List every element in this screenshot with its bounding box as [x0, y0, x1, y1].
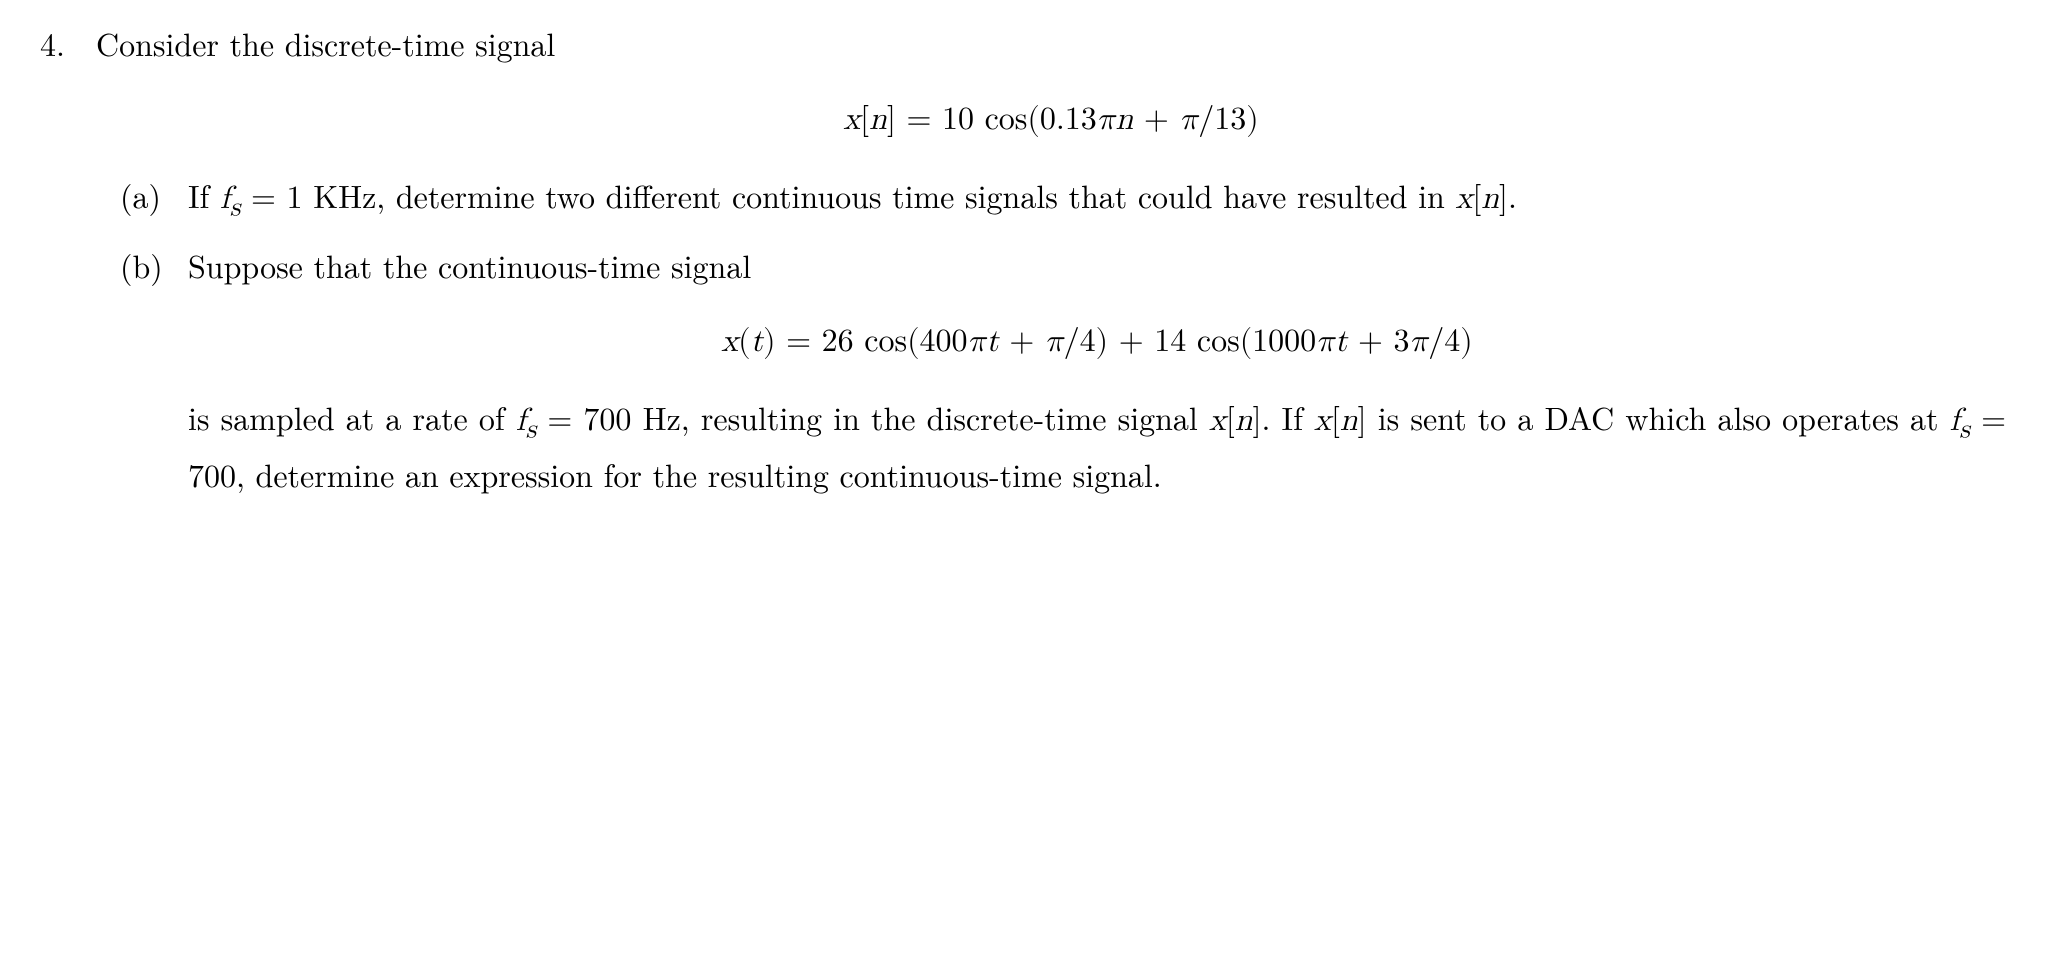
part-b: (b) Suppose that the continuous-time sig…: [120, 242, 2006, 498]
sub-parts: (a) If fs = 1 KHz, determine two differe…: [96, 172, 2006, 499]
part-b-intro: Suppose that the continuous-time signal: [188, 242, 2006, 290]
part-a: (a) If fs = 1 KHz, determine two differe…: [120, 172, 2006, 228]
part-b-text: is sampled at a rate of fs = 700 Hz, res…: [188, 394, 2006, 498]
problem-number: 4.: [40, 20, 80, 68]
problem-body: Consider the discrete-time signal x[n] =…: [96, 20, 2006, 513]
problem-equation-top: x[n] = 10 cos(0.13πn + π/13): [96, 96, 2006, 144]
part-b-label: (b): [120, 242, 172, 290]
part-b-equation: x(t) = 26 cos(400πt + π/4) + 14 cos(1000…: [188, 318, 2006, 366]
part-a-label: (a): [120, 172, 172, 220]
part-a-body: If fs = 1 KHz, determine two different c…: [188, 172, 2006, 228]
problem-4: 4. Consider the discrete-time signal x[n…: [40, 20, 2006, 513]
part-b-body: Suppose that the continuous-time signal …: [188, 242, 2006, 498]
problem-intro: Consider the discrete-time signal: [96, 20, 2006, 68]
